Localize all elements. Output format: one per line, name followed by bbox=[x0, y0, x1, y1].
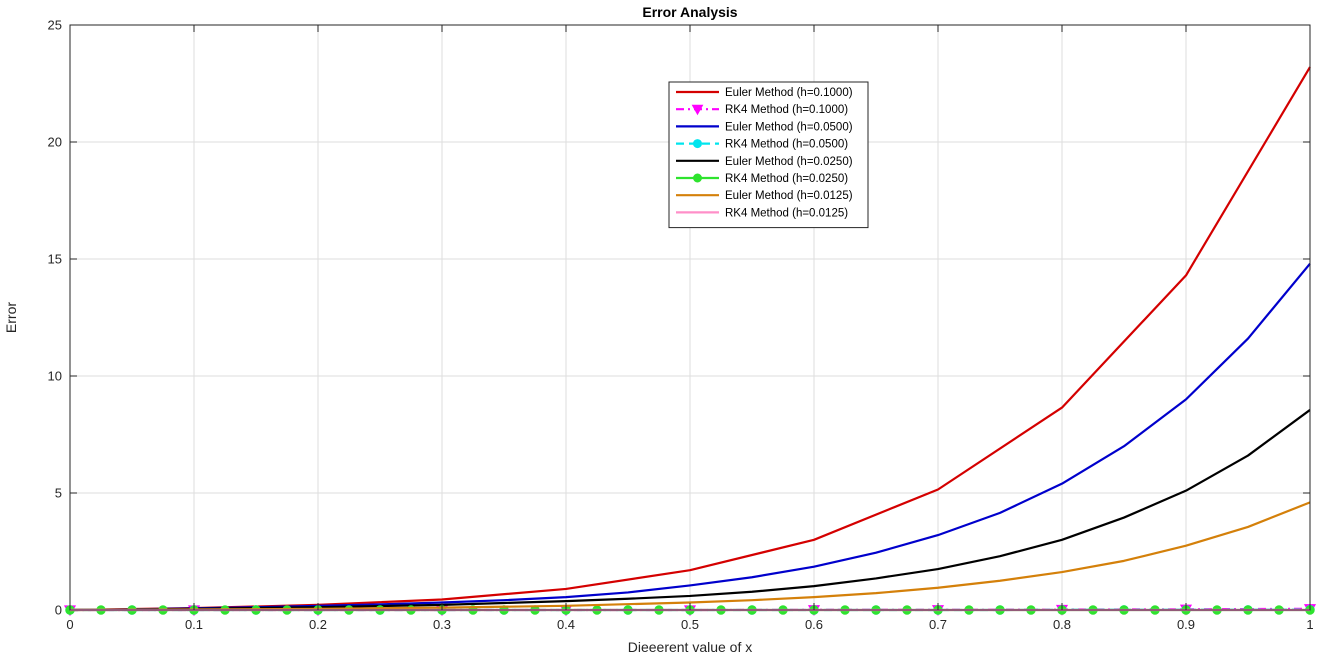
legend-label: RK4 Method (h=0.0250) bbox=[725, 173, 848, 185]
x-tick-label: 0.9 bbox=[1177, 617, 1195, 632]
legend-label: RK4 Method (h=0.0500) bbox=[725, 139, 848, 151]
legend-marker bbox=[694, 174, 702, 182]
legend-label: RK4 Method (h=0.0125) bbox=[725, 207, 848, 219]
x-tick-label: 0.6 bbox=[805, 617, 823, 632]
x-tick-label: 0.4 bbox=[557, 617, 575, 632]
legend-marker bbox=[694, 140, 702, 148]
legend-label: RK4 Method (h=0.1000) bbox=[725, 104, 848, 116]
legend: Euler Method (h=0.1000) RK4 Method (h=0.1… bbox=[669, 82, 868, 228]
x-tick-label: 0.7 bbox=[929, 617, 947, 632]
legend-label: Euler Method (h=0.1000) bbox=[725, 87, 853, 99]
chart-title: Error Analysis bbox=[642, 4, 737, 20]
y-tick-label: 15 bbox=[48, 252, 62, 267]
y-axis-title: Error bbox=[3, 302, 19, 333]
x-tick-label: 0.2 bbox=[309, 617, 327, 632]
x-tick-label: 0.8 bbox=[1053, 617, 1071, 632]
x-tick-label: 0.5 bbox=[681, 617, 699, 632]
y-tick-label: 10 bbox=[48, 369, 62, 384]
x-tick-label: 1 bbox=[1306, 617, 1313, 632]
y-tick-label: 20 bbox=[48, 135, 62, 150]
y-tick-label: 25 bbox=[48, 18, 62, 33]
legend-label: Euler Method (h=0.0250) bbox=[725, 156, 853, 168]
y-tick-label: 5 bbox=[55, 486, 62, 501]
x-tick-label: 0.1 bbox=[185, 617, 203, 632]
legend-label: Euler Method (h=0.0500) bbox=[725, 121, 853, 133]
x-tick-label: 0.3 bbox=[433, 617, 451, 632]
x-tick-label: 0 bbox=[66, 617, 73, 632]
legend-label: Euler Method (h=0.0125) bbox=[725, 190, 853, 202]
x-axis-title: Dieeerent value of x bbox=[628, 639, 753, 655]
y-tick-label: 0 bbox=[55, 603, 62, 618]
